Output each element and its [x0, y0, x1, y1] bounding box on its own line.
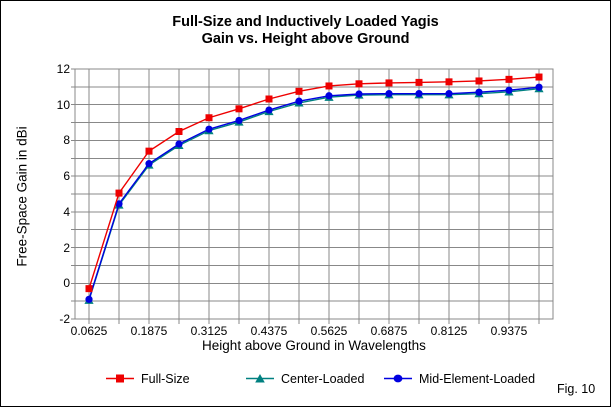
y-tick-label: 2	[63, 240, 70, 255]
figure-number: Fig. 10	[557, 382, 596, 396]
line-square-marker-icon	[106, 374, 134, 383]
x-tick-label: 0.4375	[250, 324, 288, 338]
y-tick-label: 4	[63, 204, 70, 219]
chart-title-line1: Full-Size and Inductively Loaded Yagis	[172, 14, 439, 30]
line-circle-marker-icon	[384, 374, 412, 383]
legend-label-full-size: Full-Size	[141, 371, 190, 386]
x-tick-label: 0.1875	[130, 324, 168, 338]
y-tick-label: 6	[63, 169, 70, 184]
y-tick-label: 12	[56, 62, 70, 76]
x-tick-label: 0.5625	[310, 324, 348, 338]
x-tick-label: 0.0625	[70, 324, 108, 338]
y-tick-label: 10	[56, 97, 70, 112]
line-triangle-marker-icon	[246, 374, 274, 383]
chart-title: Full-Size and Inductively Loaded Yagis G…	[1, 14, 610, 48]
legend-label-center-loaded: Center-Loaded	[281, 371, 365, 386]
x-axis-title: Height above Ground in Wavelengths	[202, 338, 426, 353]
chart-title-line2: Gain vs. Height above Ground	[201, 31, 410, 47]
x-tick-label: 0.6875	[370, 324, 408, 338]
x-tick-label: 0.8125	[430, 324, 468, 338]
legend-label-mid-element-loaded: Mid-Element-Loaded	[419, 371, 536, 386]
y-axis-title: Free-Space Gain in dBi	[14, 126, 30, 267]
legend-item-mid-element-loaded: Mid-Element-Loaded	[384, 371, 536, 386]
legend-item-full-size: Full-Size	[106, 371, 190, 386]
legend-item-center-loaded: Center-Loaded	[246, 371, 365, 386]
x-tick-label: 0.3125	[190, 324, 228, 338]
y-tick-label: -2	[59, 312, 70, 326]
y-tick-label: 8	[63, 133, 70, 148]
x-tick-label: 0.9375	[490, 324, 528, 338]
y-tick-label: 0	[63, 276, 70, 291]
chart-plot-svg	[71, 68, 554, 324]
